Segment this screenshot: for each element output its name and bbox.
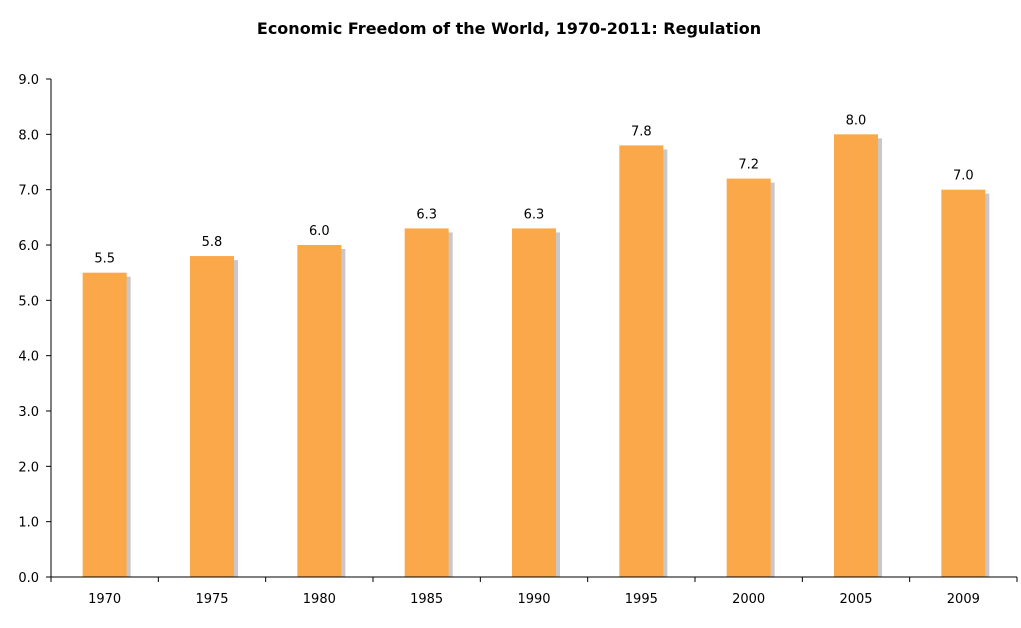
y-tick-label: 0.0 <box>18 571 39 586</box>
y-tick-label: 8.0 <box>18 128 39 143</box>
x-tick-label: 1990 <box>517 592 550 607</box>
y-tick-label: 6.0 <box>18 239 39 254</box>
bar <box>726 178 771 577</box>
x-tick-label: 1995 <box>625 592 658 607</box>
y-tick-label: 7.0 <box>18 184 39 199</box>
data-label: 5.8 <box>202 235 223 250</box>
data-label: 7.8 <box>631 124 652 139</box>
data-label: 5.5 <box>94 252 115 267</box>
x-tick-label: 2009 <box>947 592 980 607</box>
bar <box>190 256 234 577</box>
bar <box>512 228 556 577</box>
y-tick-label: 1.0 <box>18 516 39 531</box>
bar <box>404 228 449 577</box>
y-tick-label: 9.0 <box>18 73 39 88</box>
y-tick-label: 3.0 <box>18 405 39 420</box>
y-tick-label: 4.0 <box>18 350 39 365</box>
data-label: 7.0 <box>953 169 974 184</box>
x-tick-label: 1970 <box>88 592 121 607</box>
bar <box>941 189 986 577</box>
data-label: 8.0 <box>846 113 867 128</box>
data-label: 6.0 <box>309 224 330 239</box>
y-tick-label: 5.0 <box>18 294 39 309</box>
bar <box>619 145 664 577</box>
data-label: 6.3 <box>416 207 437 222</box>
chart-title: Economic Freedom of the World, 1970-2011… <box>257 19 761 38</box>
x-tick-label: 2005 <box>839 592 872 607</box>
bar <box>297 245 342 577</box>
data-label: 7.2 <box>738 158 759 173</box>
x-tick-label: 2000 <box>732 592 765 607</box>
bar <box>82 272 127 577</box>
bar <box>834 134 878 578</box>
y-tick-label: 2.0 <box>18 460 39 475</box>
x-tick-label: 1980 <box>303 592 336 607</box>
data-label: 6.3 <box>524 207 545 222</box>
x-tick-label: 1975 <box>195 592 228 607</box>
x-tick-label: 1985 <box>410 592 443 607</box>
